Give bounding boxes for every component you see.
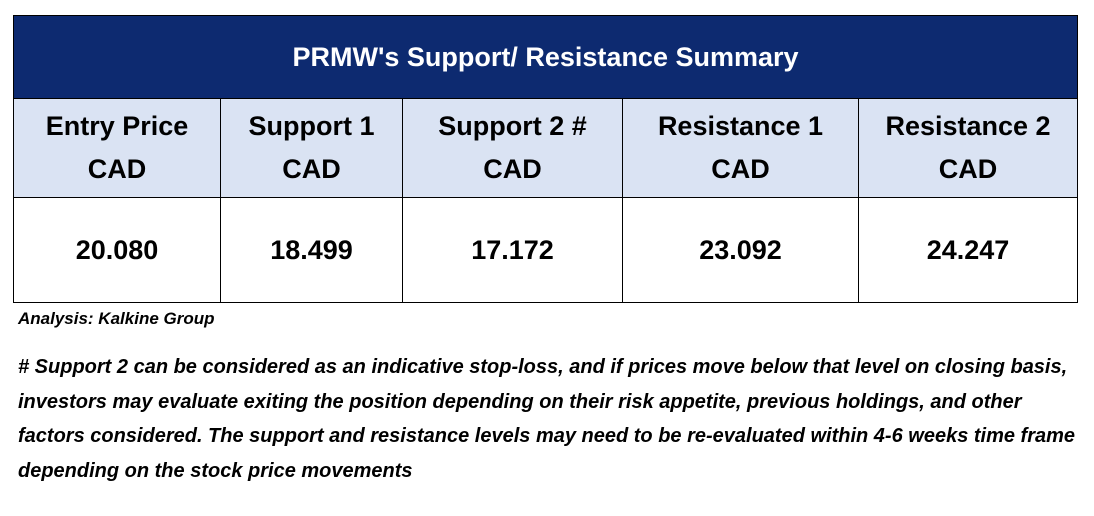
header-currency: CAD <box>711 154 770 184</box>
value-resistance-1: 23.092 <box>622 197 859 303</box>
value-support-2: 17.172 <box>402 197 623 303</box>
header-support-2: Support 2 # CAD <box>402 98 623 198</box>
header-label: Support 1 <box>248 111 375 141</box>
value-resistance-2: 24.247 <box>857 197 1079 303</box>
analysis-credit: Analysis: Kalkine Group <box>18 309 215 328</box>
value-support-1: 18.499 <box>220 197 403 303</box>
support-resistance-table-container: PRMW's Support/ Resistance Summary Entry… <box>12 15 1079 303</box>
header-label: Entry Price <box>45 111 189 141</box>
value-row: 20.080 18.499 17.172 23.092 24.247 <box>13 197 1079 303</box>
disclaimer-note: # Support 2 can be considered as an indi… <box>18 356 1076 482</box>
header-resistance-1: Resistance 1 CAD <box>622 98 859 198</box>
header-entry-price: Entry Price CAD <box>13 98 221 198</box>
header-currency: CAD <box>938 154 998 184</box>
header-label: Resistance 2 <box>885 111 1051 141</box>
header-row: Entry Price CAD Support 1 CAD Support 2 … <box>13 98 1079 198</box>
table-title: PRMW's Support/ Resistance Summary <box>12 15 1079 99</box>
support-resistance-table: PRMW's Support/ Resistance Summary Entry… <box>12 15 1079 303</box>
header-resistance-2: Resistance 2 CAD <box>857 98 1079 198</box>
value-entry-price: 20.080 <box>13 197 221 303</box>
title-row: PRMW's Support/ Resistance Summary <box>12 15 1079 99</box>
header-label: Resistance 1 <box>657 111 824 141</box>
header-support-1: Support 1 CAD <box>220 98 403 198</box>
header-currency: CAD <box>483 154 542 184</box>
header-currency: CAD <box>282 154 341 184</box>
header-label: Support 2 # <box>438 111 587 141</box>
header-currency: CAD <box>87 154 147 184</box>
